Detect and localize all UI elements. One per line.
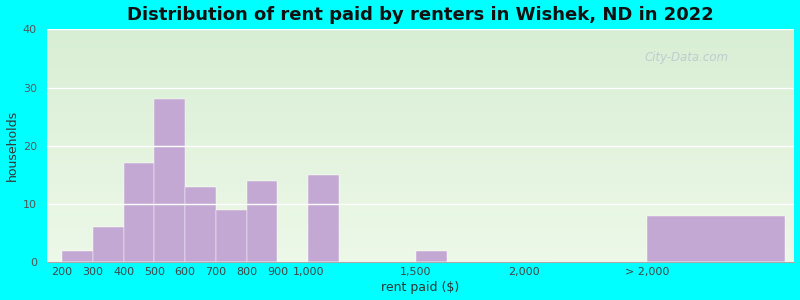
Bar (46, 34, 794, 39)
Bar (46, 211, 794, 216)
Title: Distribution of rent paid by renters in Wishek, ND in 2022: Distribution of rent paid by renters in … (127, 6, 714, 24)
Bar (46, 258, 794, 262)
Bar (46, 118, 794, 122)
Bar (185, 187, 216, 262)
Bar (46, 48, 794, 52)
Bar (46, 141, 794, 146)
Bar (46, 122, 794, 127)
Bar (46, 178, 794, 183)
Bar (123, 163, 154, 262)
Bar (46, 52, 794, 57)
Bar (46, 248, 794, 253)
Bar (46, 76, 794, 81)
X-axis label: rent paid ($): rent paid ($) (382, 281, 460, 294)
Bar (93, 227, 123, 262)
Bar (46, 71, 794, 76)
Bar (46, 206, 794, 211)
Bar (46, 183, 794, 188)
Bar (46, 109, 794, 113)
Bar (46, 225, 794, 230)
Bar (46, 164, 794, 169)
Bar (46, 193, 794, 197)
Bar (46, 136, 794, 141)
Bar (46, 43, 794, 48)
Bar (46, 216, 794, 220)
Bar (46, 234, 794, 239)
Bar (46, 132, 794, 136)
Bar (308, 175, 339, 262)
Bar (46, 220, 794, 225)
Bar (46, 39, 794, 43)
Bar (62, 251, 93, 262)
Bar (46, 57, 794, 62)
Bar (46, 202, 794, 206)
Bar (46, 239, 794, 244)
Y-axis label: households: households (6, 110, 18, 182)
Bar (46, 146, 794, 151)
Bar (46, 85, 794, 90)
Bar (46, 174, 794, 178)
Bar (46, 127, 794, 132)
Bar (246, 181, 278, 262)
Bar (46, 151, 794, 155)
Bar (46, 99, 794, 104)
Bar (646, 216, 786, 262)
Bar (46, 188, 794, 193)
Bar (46, 169, 794, 174)
Bar (46, 94, 794, 99)
Bar (46, 244, 794, 248)
Bar (416, 251, 446, 262)
Bar (46, 62, 794, 67)
Bar (46, 81, 794, 85)
Bar (46, 197, 794, 202)
Bar (46, 253, 794, 258)
Bar (46, 230, 794, 234)
Bar (46, 155, 794, 160)
Bar (154, 99, 185, 262)
Bar (46, 67, 794, 71)
Bar (46, 160, 794, 164)
Text: City-Data.com: City-Data.com (645, 51, 729, 64)
Bar (46, 90, 794, 94)
Bar (216, 210, 246, 262)
Bar (46, 29, 794, 34)
Bar (46, 113, 794, 118)
Bar (46, 104, 794, 109)
